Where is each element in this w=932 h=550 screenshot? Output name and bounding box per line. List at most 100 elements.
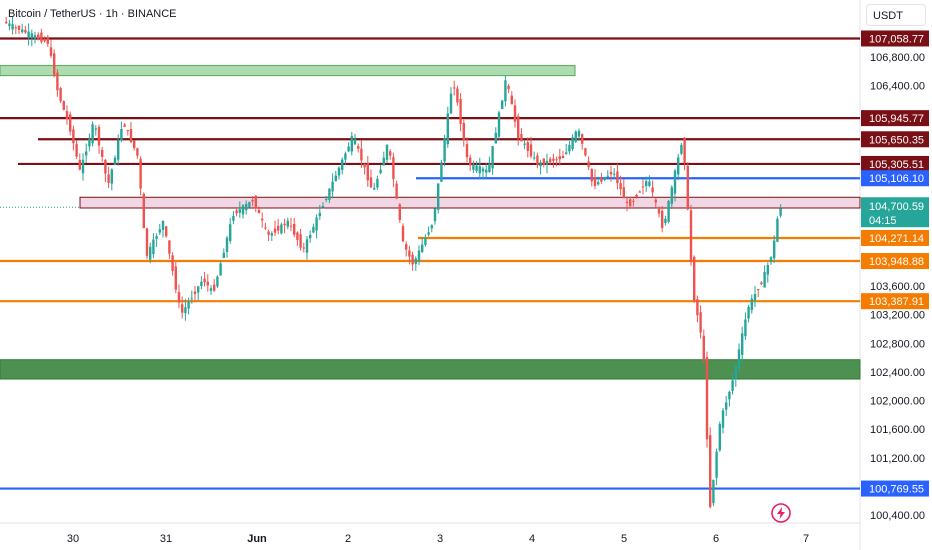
current-price-label: 104,700.59 xyxy=(869,201,924,213)
candle-body xyxy=(629,199,632,207)
candle-body xyxy=(565,152,568,154)
candle-body xyxy=(430,225,433,229)
candle-body xyxy=(299,234,302,248)
candle-body xyxy=(526,142,529,151)
candle-body xyxy=(145,228,149,256)
y-tick-label: 106,400.00 xyxy=(870,81,925,93)
price-tag-label: 105,305.51 xyxy=(869,159,924,171)
x-tick-label: 6 xyxy=(713,533,719,545)
price-tag xyxy=(861,480,929,497)
green-zone-top xyxy=(0,65,576,77)
candle-body xyxy=(75,143,78,157)
candle-body xyxy=(334,175,337,182)
candle-body xyxy=(261,218,264,221)
candle-body xyxy=(200,281,203,287)
candle-body xyxy=(305,239,309,253)
symbol-title: Bitcoin / TetherUS · 1h · BINANCE xyxy=(8,8,177,20)
price-tag-label: 105,650.35 xyxy=(869,134,924,146)
candle-body xyxy=(600,177,603,182)
candle-body xyxy=(577,130,581,137)
candle-body xyxy=(315,217,318,231)
candle-body xyxy=(529,144,533,157)
candle-body xyxy=(680,144,683,154)
candle-body xyxy=(638,191,641,193)
candle-body xyxy=(206,281,209,286)
x-tick-label: 30 xyxy=(67,533,79,545)
candle-body xyxy=(753,293,757,301)
candle-body xyxy=(14,27,17,29)
candle-body xyxy=(520,134,523,142)
currency-selector[interactable]: USDT xyxy=(866,4,926,26)
candle-body xyxy=(69,114,72,132)
candle-body xyxy=(264,227,267,229)
candle-body xyxy=(437,183,440,210)
candle-body xyxy=(395,183,398,199)
time-axis[interactable]: 30 31 Jun 2 3 4 5 6 7 xyxy=(67,533,809,545)
lightning-icon[interactable] xyxy=(770,502,792,524)
candle-body xyxy=(369,177,373,188)
candle-body xyxy=(501,100,504,109)
price-axis[interactable]: 106,800.00 106,400.00 103,600.00 103,200.00… xyxy=(870,52,925,522)
price-tag xyxy=(861,110,929,127)
x-tick-label: 31 xyxy=(160,533,172,545)
candle-body xyxy=(229,224,232,242)
candle-body xyxy=(648,181,651,186)
candle-body xyxy=(203,278,206,283)
price-tag xyxy=(861,253,929,270)
candle-body xyxy=(408,250,411,257)
candle-body xyxy=(328,188,331,201)
price-tag xyxy=(861,293,929,310)
candle-body xyxy=(136,148,139,156)
candle-body xyxy=(533,157,536,159)
candle-body xyxy=(744,319,747,337)
x-tick-label: 4 xyxy=(529,533,535,545)
candle-body xyxy=(107,174,110,184)
candle-body xyxy=(302,247,305,249)
candle-body xyxy=(293,223,296,235)
candle-body xyxy=(453,87,456,89)
candle-body xyxy=(341,159,344,170)
dark-green-zone xyxy=(0,359,861,380)
candle-body xyxy=(344,153,347,160)
candle-body xyxy=(696,299,699,316)
candle-body xyxy=(184,307,187,314)
candle-body xyxy=(635,194,638,197)
price-tag-label: 107,058.77 xyxy=(869,33,924,45)
price-tag-label: 105,106.10 xyxy=(869,173,924,185)
candle-body xyxy=(389,151,392,156)
candle-body xyxy=(222,252,225,258)
y-tick-label: 103,200.00 xyxy=(870,310,925,322)
candle-body xyxy=(33,35,37,39)
candle-body xyxy=(677,157,680,175)
candle-body xyxy=(187,301,190,309)
candle-body xyxy=(558,156,561,160)
candle-body xyxy=(651,187,654,193)
candle-body xyxy=(433,208,437,222)
candle-body xyxy=(440,162,443,182)
candle-body xyxy=(747,306,750,319)
candle-body xyxy=(53,53,56,76)
candle-body xyxy=(382,157,385,166)
candle-body xyxy=(421,244,424,253)
candle-body xyxy=(337,167,341,176)
candle-body xyxy=(94,128,97,130)
candle-body xyxy=(235,210,238,214)
candle-body xyxy=(513,105,517,122)
candle-body xyxy=(219,263,222,276)
candle-body xyxy=(616,171,619,184)
candle-body xyxy=(459,99,462,124)
candle-body xyxy=(555,159,558,161)
candle-body xyxy=(456,88,459,103)
candle-body xyxy=(251,199,254,202)
candle-body xyxy=(424,237,427,245)
candle-body xyxy=(78,159,81,170)
candle-body xyxy=(363,163,366,168)
candle-body xyxy=(750,298,753,311)
y-tick-label: 103,600.00 xyxy=(870,281,925,293)
candle-body xyxy=(779,208,782,216)
candle-body xyxy=(241,205,245,215)
candle-body xyxy=(213,284,216,291)
candle-body xyxy=(657,209,661,214)
candle-body xyxy=(385,145,389,160)
